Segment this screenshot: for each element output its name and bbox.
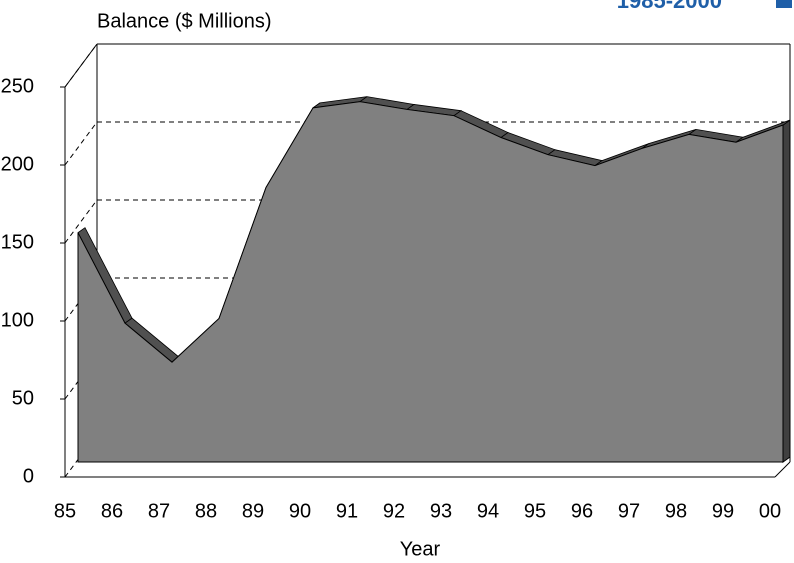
x-tick-label: 86 xyxy=(101,500,123,522)
chart-title: 1985-2000 xyxy=(617,0,722,13)
y-tick-label: 150 xyxy=(1,231,34,253)
x-tick-label: 88 xyxy=(195,500,217,522)
x-tick-label: 95 xyxy=(524,500,546,522)
x-tick-label: 99 xyxy=(712,500,734,522)
area-side xyxy=(782,119,791,463)
x-axis-label: Year xyxy=(400,538,441,560)
y-tick-label: 100 xyxy=(1,309,34,331)
x-tick-label: 90 xyxy=(289,500,311,522)
legend-swatch xyxy=(776,0,792,8)
x-tick-label: 85 xyxy=(54,500,76,522)
x-tick-label: 94 xyxy=(477,500,499,522)
x-tick-label: 87 xyxy=(148,500,170,522)
x-tick-label: 93 xyxy=(430,500,452,522)
x-tick-label: 97 xyxy=(618,500,640,522)
x-tick-label: 91 xyxy=(336,500,358,522)
y-tick-label: 0 xyxy=(23,465,34,487)
y-tick-label: 200 xyxy=(1,153,34,175)
y-axis-label: Balance ($ Millions) xyxy=(97,10,272,32)
area xyxy=(77,101,784,463)
y-tick-label: 250 xyxy=(1,75,34,97)
grid-line xyxy=(64,121,98,166)
x-tick-label: 92 xyxy=(383,500,405,522)
x-tick-label: 98 xyxy=(665,500,687,522)
x-tick-label: 89 xyxy=(242,500,264,522)
x-tick-label: 96 xyxy=(571,500,593,522)
y-tick-label: 50 xyxy=(12,387,34,409)
x-tick-label: 00 xyxy=(759,500,781,522)
